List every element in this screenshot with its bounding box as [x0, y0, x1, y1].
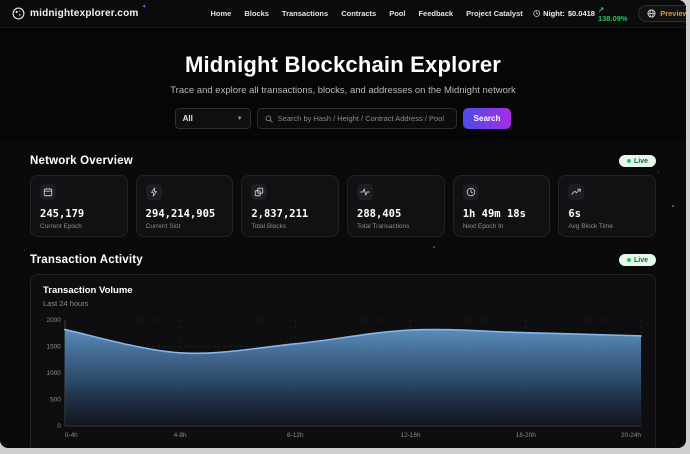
- chevron-down-icon: ▼: [236, 115, 243, 122]
- stat-value: 294,214,905: [145, 208, 216, 220]
- nav-item-home[interactable]: Home: [210, 9, 232, 18]
- main-content: Network Overview Live 245,179 Current Ep…: [0, 155, 686, 448]
- search-input[interactable]: [277, 114, 449, 123]
- page-subtitle: Trace and explore all transactions, bloc…: [170, 85, 516, 96]
- search-filter-value: All: [182, 114, 193, 123]
- brand-name: midnightexplorer.com: [30, 4, 147, 19]
- page-title: Midnight Blockchain Explorer: [184, 52, 502, 77]
- svg-text:0: 0: [57, 423, 61, 430]
- preview-label: Preview: [660, 9, 686, 18]
- clock-icon: [462, 184, 479, 200]
- stat-card-next-epoch: 1h 49m 18s Next Epoch In: [452, 175, 551, 237]
- brand-logo[interactable]: midnightexplorer.com: [12, 4, 147, 20]
- live-dot-icon: [626, 159, 631, 163]
- live-badge: Live: [618, 155, 656, 167]
- stat-label: Avg Block Time: [568, 223, 614, 230]
- stat-card-avg-block-time: 6s Avg Block Time: [558, 175, 657, 237]
- svg-text:500: 500: [50, 397, 61, 404]
- globe-icon: [647, 9, 656, 18]
- nav-item-contracts[interactable]: Contracts: [341, 9, 377, 18]
- nav-item-transactions[interactable]: Transactions: [281, 9, 329, 18]
- stat-label: Current Slot: [145, 223, 181, 230]
- area-chart-svg: 0 500 1000 1500 2000 0-4h 4-8h 8-12h 12-16h 16-20…: [47, 317, 642, 439]
- transaction-volume-chart: 0 500 1000 1500 2000 0-4h 4-8h 8-12h 12-16h 16-20…: [43, 314, 643, 447]
- stat-card-current-epoch: 245,179 Current Epoch: [30, 175, 128, 237]
- live-badge: Live: [618, 254, 656, 266]
- stat-value: 6s: [568, 208, 582, 220]
- transaction-volume-card: Transaction Volume Last 24 hours 0 500 100…: [30, 274, 656, 448]
- svg-text:12-16h: 12-16h: [401, 432, 421, 439]
- transaction-activity-title: Transaction Activity: [30, 254, 143, 266]
- stat-value: 245,179: [40, 208, 85, 220]
- svg-text:8-12h: 8-12h: [287, 432, 304, 439]
- calendar-icon: [40, 184, 56, 200]
- stat-cards-row: 245,179 Current Epoch 294,214,905 Curren…: [30, 175, 657, 237]
- nav-right: Night: $0.0418 ↗ 138.09% Preview ▼: [533, 5, 686, 23]
- stat-label: Next Epoch In: [462, 223, 504, 230]
- stat-card-total-blocks: 2,837,211 Total Blocks: [241, 175, 340, 237]
- search-box: [256, 108, 457, 129]
- ticker-price: $0.0418: [567, 9, 595, 18]
- svg-text:4-8h: 4-8h: [174, 432, 187, 439]
- nav-item-pool[interactable]: Pool: [389, 9, 406, 18]
- nav-links: Home Blocks Transactions Contracts Pool …: [210, 9, 522, 18]
- stat-value: 1h 49m 18s: [462, 208, 526, 220]
- stat-value: 288,405: [357, 208, 402, 220]
- svg-text:1500: 1500: [47, 344, 62, 351]
- night-price-ticker: Night: $0.0418 ↗ 138.09%: [533, 5, 629, 23]
- zap-icon: [145, 184, 162, 200]
- ticker-change: ↗ 138.09%: [597, 4, 628, 23]
- search-filter-select[interactable]: All ▼: [174, 108, 251, 129]
- ticker-label: Night:: [543, 9, 565, 18]
- network-overview-title: Network Overview: [30, 155, 133, 167]
- preview-dropdown-button[interactable]: Preview ▼: [638, 5, 686, 22]
- svg-text:16-20h: 16-20h: [516, 432, 536, 439]
- stat-card-total-transactions: 288,405 Total Transactions: [347, 175, 445, 237]
- stat-card-current-slot: 294,214,905 Current Slot: [135, 175, 234, 237]
- stat-label: Total Blocks: [251, 223, 287, 230]
- search-button[interactable]: Search: [462, 108, 512, 129]
- stat-label: Current Epoch: [40, 223, 82, 230]
- svg-text:0-4h: 0-4h: [65, 432, 78, 439]
- svg-text:2000: 2000: [47, 317, 62, 324]
- network-overview-header: Network Overview Live: [30, 155, 656, 167]
- chart-subtitle: Last 24 hours: [43, 299, 89, 308]
- trending-up-icon: [568, 184, 585, 200]
- chart-title: Transaction Volume: [43, 285, 133, 296]
- transaction-activity-header: Transaction Activity Live: [30, 254, 656, 266]
- blocks-icon: [251, 184, 268, 200]
- search-row: All ▼ Search: [0, 108, 686, 129]
- live-dot-icon: [626, 258, 631, 262]
- stat-value: 2,837,211: [251, 208, 309, 220]
- nav-item-blocks[interactable]: Blocks: [244, 9, 269, 18]
- svg-text:20-24h: 20-24h: [621, 432, 641, 439]
- hero-section: Midnight Blockchain Explorer Trace and e…: [0, 28, 686, 142]
- activity-icon: [357, 184, 374, 200]
- nav-item-feedback[interactable]: Feedback: [418, 9, 454, 18]
- stat-label: Total Transactions: [357, 223, 410, 230]
- moon-logo-icon: [12, 7, 25, 20]
- nav-item-project-catalyst[interactable]: Project Catalyst: [466, 9, 523, 18]
- search-icon: [265, 115, 273, 123]
- clock-icon: [533, 10, 540, 17]
- top-navbar: midnightexplorer.com Home Blocks Transac…: [0, 0, 686, 28]
- svg-text:1000: 1000: [47, 370, 62, 377]
